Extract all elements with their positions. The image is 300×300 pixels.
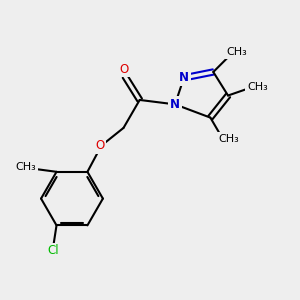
Text: CH₃: CH₃ — [226, 47, 247, 57]
Text: O: O — [95, 139, 105, 152]
Text: CH₃: CH₃ — [218, 134, 239, 144]
Text: CH₃: CH₃ — [247, 82, 268, 92]
Text: CH₃: CH₃ — [16, 162, 37, 172]
Text: N: N — [170, 98, 180, 111]
Text: N: N — [179, 71, 189, 84]
Text: O: O — [119, 62, 128, 76]
Text: Cl: Cl — [48, 244, 59, 257]
